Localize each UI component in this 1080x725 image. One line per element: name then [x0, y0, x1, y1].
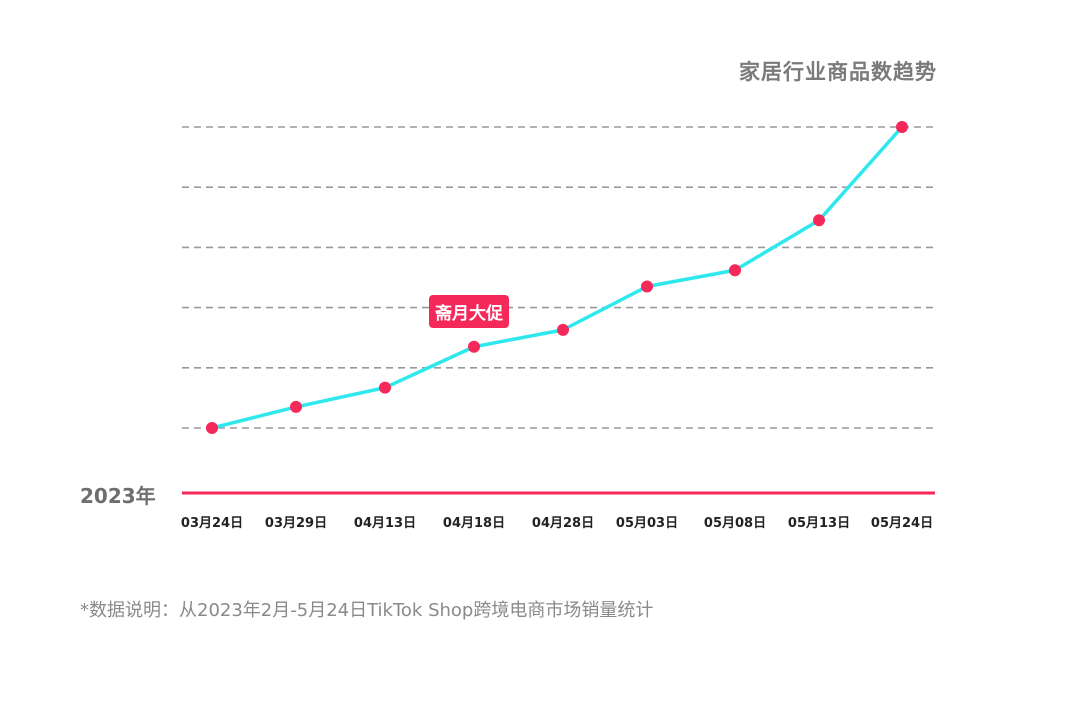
x-tick-labels: 03月24日 03月29日 04月13日 04月18日 04月28日 05月03日 05月0…	[181, 516, 933, 531]
data-point	[206, 422, 218, 434]
data-point	[379, 381, 391, 394]
x-tick-label: 03月29日	[265, 516, 327, 531]
data-point	[557, 323, 569, 336]
data-point	[729, 264, 741, 277]
data-point	[468, 340, 480, 353]
annotation-ramadan-promo: 斋月大促	[429, 294, 509, 328]
data-point	[813, 214, 825, 227]
x-tick-label: 03月24日	[181, 516, 243, 531]
x-tick-label: 04月18日	[443, 516, 505, 531]
x-tick-label: 05月24日	[871, 516, 933, 531]
data-point	[896, 121, 908, 133]
data-footnote: *数据说明：从2023年2月-5月24日TikTok Shop跨境电商市场销量统…	[80, 600, 654, 621]
x-tick-label: 04月28日	[532, 516, 594, 531]
x-tick-label: 05月13日	[788, 516, 850, 531]
year-label: 2023年	[80, 484, 156, 508]
data-point	[290, 400, 302, 413]
x-tick-label: 05月08日	[704, 516, 766, 531]
x-tick-label: 05月03日	[616, 516, 678, 531]
data-points	[206, 121, 908, 434]
series-line	[211, 125, 904, 430]
grid-lines	[182, 126, 935, 429]
data-point	[641, 280, 653, 293]
chart-title: 家居行业商品数趋势	[739, 60, 937, 84]
x-tick-label: 04月13日	[354, 516, 416, 531]
